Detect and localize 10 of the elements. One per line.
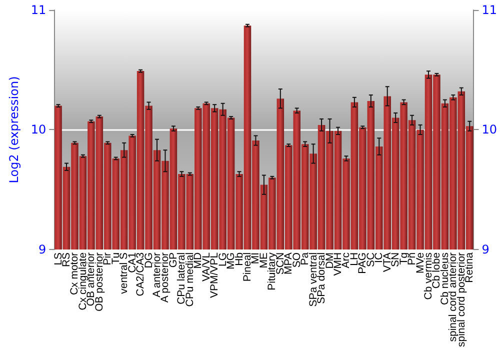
x-tick-label: Pituitary	[266, 252, 278, 290]
y2-tick-label: 10	[482, 122, 498, 137]
y-tick-label: 9	[38, 242, 46, 256]
y-tick-label: 11	[30, 3, 46, 17]
y-tick-label: 10	[30, 122, 46, 137]
y-axis-title: Log2 (expression)	[7, 76, 21, 184]
y2-tick-label: 11	[482, 3, 498, 17]
x-tick-label: Tg	[398, 252, 410, 265]
x-tick-label: Retina	[464, 252, 476, 283]
y2-tick-label: 9	[482, 242, 490, 256]
